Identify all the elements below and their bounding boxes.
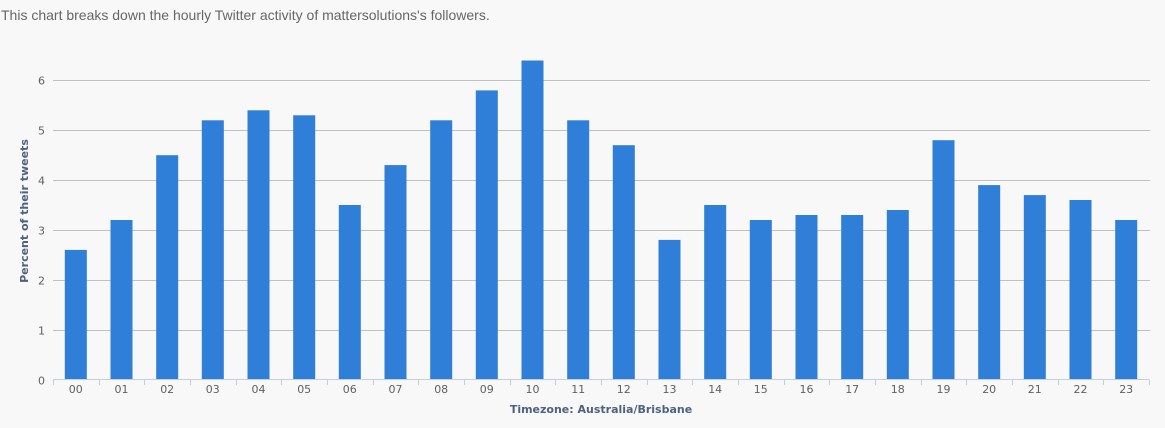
x-tick-label: 21	[1028, 383, 1042, 396]
bar-hour-19[interactable]	[932, 140, 955, 380]
y-gridlines	[53, 80, 1150, 331]
x-tick-label: 03	[206, 383, 220, 396]
bar-hour-02[interactable]	[156, 155, 179, 380]
x-tick-label: 01	[115, 383, 129, 396]
x-tick-label: 11	[571, 383, 585, 396]
bar-hour-16[interactable]	[795, 215, 818, 380]
bar-hour-17[interactable]	[841, 215, 864, 380]
y-tick-label: 6	[38, 75, 45, 88]
x-tick-label: 07	[389, 383, 403, 396]
bar-hour-14[interactable]	[704, 205, 727, 380]
x-tick-label: 00	[69, 383, 83, 396]
x-axis-title: Timezone: Australia/Brisbane	[510, 403, 692, 416]
bar-hour-05[interactable]	[293, 115, 316, 380]
x-tick-label: 14	[708, 383, 722, 396]
x-tick-label: 05	[297, 383, 311, 396]
chart-description: This chart breaks down the hourly Twitte…	[1, 7, 490, 23]
bar-hour-09[interactable]	[475, 90, 498, 380]
bar-hour-10[interactable]	[521, 60, 544, 380]
x-tick-label: 15	[754, 383, 768, 396]
x-tick-label: 02	[160, 383, 174, 396]
bar-hour-08[interactable]	[430, 120, 453, 380]
x-tick-label: 19	[937, 383, 951, 396]
bar-hour-00[interactable]	[64, 249, 87, 380]
bar-hour-04[interactable]	[247, 110, 270, 380]
x-tick-label: 04	[252, 383, 266, 396]
x-tick-label: 12	[617, 383, 631, 396]
x-tick-label: 22	[1074, 383, 1088, 396]
bar-hour-23[interactable]	[1115, 220, 1138, 380]
bar-hour-18[interactable]	[886, 210, 909, 380]
y-tick-label: 2	[38, 275, 45, 288]
bar-hour-21[interactable]	[1023, 195, 1046, 380]
x-tick-label: 09	[480, 383, 494, 396]
y-tick-label: 4	[38, 175, 45, 188]
x-tick-label: 13	[663, 383, 677, 396]
x-tick-label: 18	[891, 383, 905, 396]
y-axis-tick-labels: 0 1 2 3 4 5 6	[38, 75, 45, 388]
y-tick-label: 3	[38, 225, 45, 238]
bar-hour-01[interactable]	[110, 220, 133, 380]
y-tick-label: 5	[38, 125, 45, 138]
y-tick-label: 1	[38, 325, 45, 338]
bar-hour-12[interactable]	[612, 145, 635, 380]
bar-series	[64, 60, 1138, 380]
bar-hour-11[interactable]	[567, 120, 590, 380]
x-tick-label: 17	[845, 383, 859, 396]
bar-hour-20[interactable]	[978, 185, 1001, 380]
x-tick-label: 06	[343, 383, 357, 396]
x-axis: 00 01 02 03 04 05 06 07 08 09 10 11 12 13 14 15 16 17 18 19…	[53, 379, 1150, 396]
bar-hour-15[interactable]	[749, 220, 772, 380]
x-tick-label: 20	[982, 383, 996, 396]
x-tick-label: 23	[1119, 383, 1133, 396]
x-tick-label: 10	[526, 383, 540, 396]
bar-hour-22[interactable]	[1069, 200, 1092, 380]
y-tick-label: 0	[38, 375, 45, 388]
y-axis-title: Percent of their tweets	[18, 139, 31, 283]
bar-hour-03[interactable]	[201, 120, 224, 380]
x-tick-label: 16	[800, 383, 814, 396]
x-tick-label: 08	[434, 383, 448, 396]
bar-hour-06[interactable]	[338, 205, 361, 380]
bar-hour-07[interactable]	[384, 165, 407, 380]
bar-hour-13[interactable]	[658, 239, 681, 380]
